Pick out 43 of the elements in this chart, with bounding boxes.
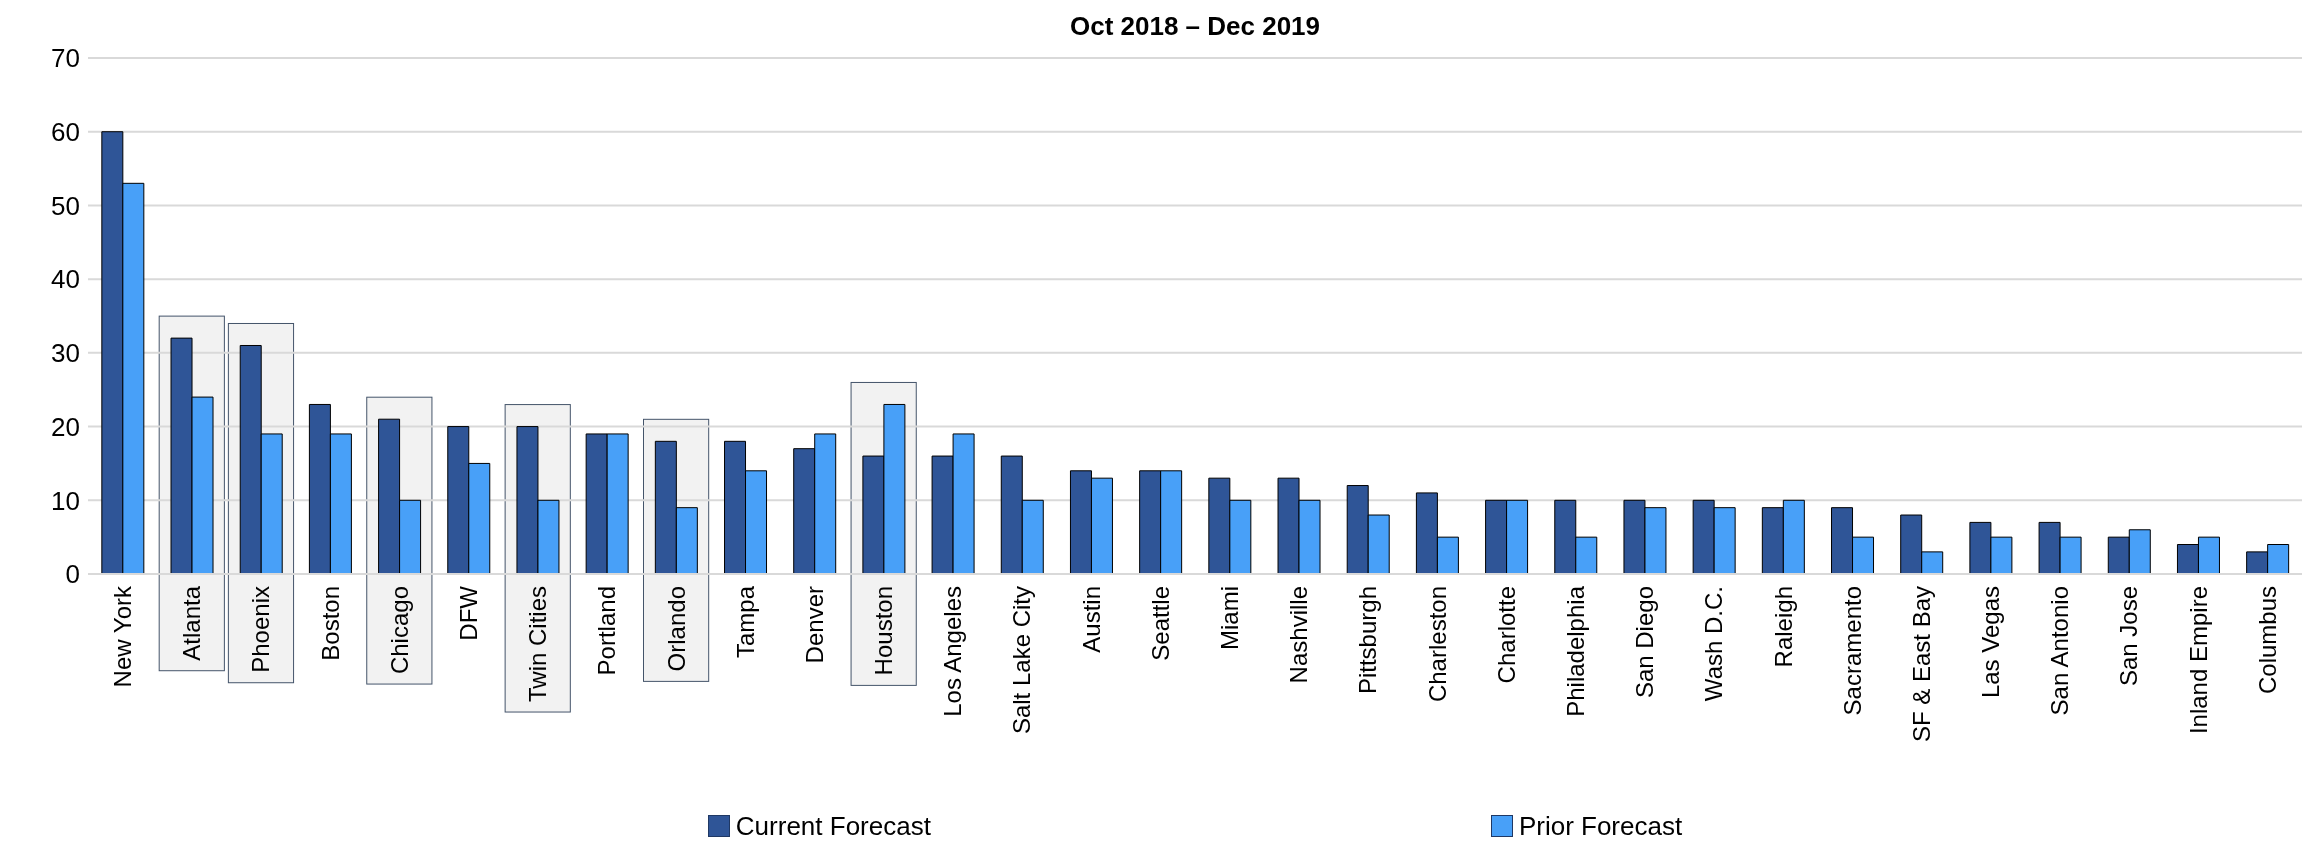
x-tick-label: DFW — [454, 585, 482, 641]
y-tick-label: 50 — [51, 190, 80, 221]
x-tick-label: Los Angeles — [939, 586, 967, 717]
x-tick-label: Nashville — [1285, 586, 1313, 684]
x-tick-label: San Antonio — [2046, 586, 2074, 716]
x-tick-label: Charlotte — [1492, 586, 1520, 684]
x-tick-label: SF & East Bay — [1907, 586, 1935, 743]
x-tick-label: Orlando — [662, 586, 690, 672]
x-tick-label: Tampa — [731, 585, 759, 659]
y-tick-label: 10 — [51, 485, 80, 516]
y-tick-label: 60 — [51, 116, 80, 147]
y-tick-label: 0 — [65, 559, 80, 590]
x-tick-label: Las Vegas — [1977, 586, 2005, 699]
x-tick-label: Seattle — [1146, 586, 1174, 661]
x-tick-label: Wash D.C. — [1700, 586, 1728, 702]
x-tick-label: Salt Lake City — [1008, 586, 1036, 735]
x-tick-label: Atlanta — [178, 585, 206, 661]
chart-title: Oct 2018 – Dec 2019 — [1068, 10, 1322, 43]
x-tick-label: Inland Empire — [2184, 586, 2212, 735]
y-tick-label: 40 — [51, 264, 80, 295]
x-tick-label: Houston — [870, 586, 898, 676]
x-tick-label: Austin — [1077, 586, 1105, 653]
x-tick-label: Pittsburgh — [1354, 586, 1382, 695]
x-tick-label: Phoenix — [247, 586, 275, 673]
x-tick-label: Sacramento — [1838, 586, 1866, 716]
x-tick-label: Charleston — [1423, 586, 1451, 703]
x-tick-label: Miami — [1215, 586, 1243, 650]
x-tick-label: Denver — [800, 586, 828, 664]
x-tick-label: Chicago — [385, 586, 413, 675]
x-tick-label: Columbus — [2253, 586, 2281, 695]
legend-label: Prior Forecast — [1518, 810, 1683, 842]
x-tick-label: New York — [108, 585, 136, 688]
x-tick-label: Boston — [316, 586, 344, 661]
y-tick-label: 70 — [51, 43, 80, 74]
x-tick-label: Portland — [593, 586, 621, 676]
y-tick-label: 20 — [51, 411, 80, 442]
x-tick-label: Philadelphia — [1561, 585, 1589, 717]
legend-label: Current Forecast — [735, 810, 931, 842]
x-tick-label: San Diego — [1631, 586, 1659, 699]
x-tick-label: Raleigh — [1769, 586, 1797, 668]
y-tick-label: 30 — [51, 338, 80, 369]
x-tick-label: Twin Cities — [524, 586, 552, 703]
x-tick-label: San Jose — [2115, 586, 2143, 687]
